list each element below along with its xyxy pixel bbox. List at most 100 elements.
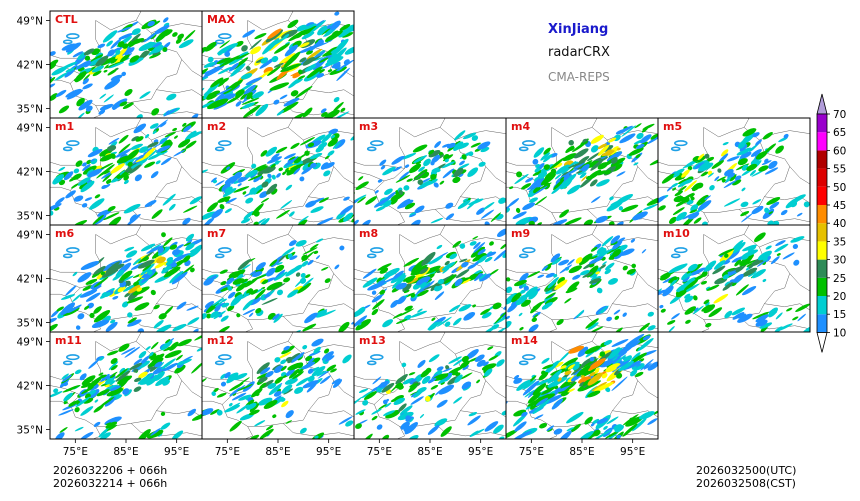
colorbar-tick-label: 35 (833, 236, 846, 248)
reflectivity-cell (614, 424, 624, 433)
reflectivity-cell (221, 182, 231, 192)
reflectivity-cell (324, 30, 343, 42)
reflectivity-cell (215, 88, 232, 96)
reflectivity-cell (74, 407, 80, 413)
model-title: CMA-REPS (548, 70, 610, 84)
reflectivity-cell (391, 275, 406, 289)
reflectivity-cell (774, 243, 789, 253)
reflectivity-cell (152, 130, 157, 135)
reflectivity-cell (157, 135, 170, 146)
reflectivity-cell (164, 131, 176, 138)
reflectivity-cell (559, 176, 565, 181)
reflectivity-cell (406, 427, 414, 433)
reflectivity-cell (178, 139, 191, 148)
panel-label: m8 (359, 227, 378, 240)
reflectivity-cell (396, 295, 407, 305)
reflectivity-cell (317, 369, 331, 379)
reflectivity-cell (734, 175, 742, 181)
reflectivity-cell (145, 134, 150, 139)
reflectivity-cell (259, 382, 267, 390)
reflectivity-cell (281, 247, 295, 257)
reflectivity-cell (306, 382, 318, 393)
reflectivity-cell (273, 99, 280, 105)
reflectivity-cell (467, 167, 479, 177)
boundary-line (591, 332, 598, 342)
reflectivity-cell (279, 101, 299, 114)
reflectivity-cell (408, 372, 416, 376)
reflectivity-cell (213, 310, 226, 320)
reflectivity-cell (127, 213, 141, 225)
reflectivity-cell (303, 23, 317, 30)
reflectivity-cell (118, 343, 130, 352)
reflectivity-cell (168, 203, 176, 211)
reflectivity-cell (124, 246, 135, 252)
reflectivity-cell (796, 212, 803, 217)
reflectivity-cell (444, 274, 457, 284)
reflectivity-cell (415, 285, 428, 295)
reflectivity-cell (107, 206, 116, 212)
reflectivity-cell (324, 278, 331, 283)
reflectivity-cell (703, 299, 710, 305)
reflectivity-cell (219, 40, 230, 49)
reflectivity-cell (82, 83, 93, 90)
reflectivity-cell (162, 193, 176, 206)
lake-outline (66, 247, 80, 254)
reflectivity-cell (75, 160, 83, 167)
reflectivity-cell (790, 201, 798, 208)
reflectivity-cell (609, 354, 623, 366)
reflectivity-cell (616, 171, 626, 177)
reflectivity-cell (633, 162, 639, 166)
boundary-line (743, 118, 750, 128)
reflectivity-cell (183, 30, 196, 41)
reflectivity-cell (732, 179, 742, 186)
panel-map-content (202, 225, 354, 332)
reflectivity-cell (50, 51, 56, 56)
reflectivity-cell (77, 313, 85, 320)
reflectivity-cell (251, 163, 257, 169)
reflectivity-cell (419, 180, 432, 189)
reflectivity-cell (565, 287, 578, 294)
reflectivity-cell (393, 395, 405, 402)
reflectivity-cell (506, 315, 510, 320)
valid-time-utc: 2026032500(UTC) (696, 464, 797, 477)
reflectivity-cell (129, 38, 145, 45)
reflectivity-cell (354, 396, 362, 408)
reflectivity-cell (608, 347, 621, 360)
reflectivity-cell (302, 323, 317, 332)
reflectivity-cell (258, 397, 273, 406)
lake-outline (66, 140, 80, 147)
reflectivity-cell (377, 179, 383, 183)
lake-outline (218, 247, 232, 254)
reflectivity-cell (371, 415, 378, 421)
reflectivity-cell (107, 146, 112, 151)
boundary-line (202, 293, 223, 298)
reflectivity-cell (780, 209, 788, 216)
boundary-line (202, 400, 223, 405)
reflectivity-cell (404, 202, 416, 210)
init-time-cst: 2026032214 + 066h (53, 477, 168, 490)
colorbar-segment (817, 150, 827, 169)
reflectivity-cell (587, 160, 600, 168)
reflectivity-cell (249, 270, 256, 276)
reflectivity-cell (285, 420, 293, 424)
reflectivity-cell (171, 430, 184, 439)
reflectivity-cell (732, 241, 746, 254)
reflectivity-cell (672, 187, 677, 191)
reflectivity-cell (747, 246, 757, 252)
reflectivity-cell (484, 256, 493, 263)
reflectivity-cell (590, 145, 599, 153)
reflectivity-cell (202, 101, 216, 109)
reflectivity-cell (183, 125, 192, 133)
panel-map-content (50, 332, 202, 439)
colorbar-tick-label: 15 (833, 309, 846, 321)
reflectivity-cell (381, 434, 390, 439)
reflectivity-cell (354, 199, 360, 208)
boundary-line (181, 273, 202, 292)
reflectivity-cell (735, 267, 744, 272)
reflectivity-cell (683, 283, 700, 294)
reflectivity-cell (226, 277, 235, 285)
reflectivity-cell (307, 142, 315, 148)
x-tick-label: 95°E (164, 446, 189, 458)
reflectivity-cell (693, 217, 702, 224)
reflectivity-cell (371, 385, 383, 392)
